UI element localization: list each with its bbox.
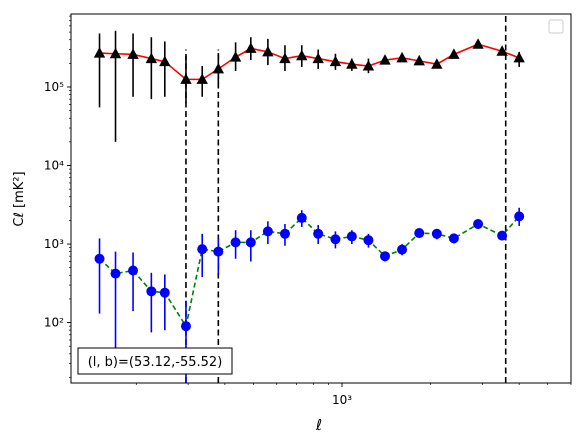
data-point-circle [197, 244, 208, 255]
data-point-circle [313, 228, 324, 239]
x-axis-label: ℓ [315, 416, 322, 434]
data-point-triangle [496, 45, 508, 56]
data-point-circle [110, 268, 121, 279]
data-point-triangle [362, 60, 375, 71]
data-point-triangle [472, 38, 484, 49]
data-point-circle [448, 233, 459, 244]
data-point-triangle [93, 47, 106, 58]
data-point-circle [94, 253, 105, 264]
data-point-triangle [379, 54, 391, 65]
data-point-circle [497, 230, 508, 241]
annotation-text: (l, b)=(53.12,-55.52) [88, 355, 223, 370]
data-point-triangle [312, 52, 324, 64]
data-point-triangle [431, 58, 443, 69]
annotation-box: (l, b)=(53.12,-55.52) [77, 347, 233, 375]
data-point-circle [230, 237, 241, 248]
y-tick-label: 10³ [44, 237, 64, 251]
data-point-circle [346, 231, 357, 242]
data-point-triangle [346, 58, 358, 69]
data-point-circle [180, 321, 191, 332]
data-point-circle [414, 228, 425, 239]
data-point-triangle [245, 42, 257, 53]
data-point-triangle [196, 73, 208, 84]
data-point-circle [146, 286, 157, 297]
data-point-triangle [229, 51, 242, 62]
data-point-triangle [513, 51, 525, 63]
data-point-triangle [262, 45, 274, 57]
data-point-triangle [109, 47, 122, 59]
data-point-triangle [279, 52, 291, 64]
plot-frame [70, 13, 572, 384]
data-point-triangle [396, 51, 408, 63]
data-point-circle [330, 234, 341, 245]
plot-area-background [71, 14, 571, 383]
data-point-triangle [127, 48, 139, 59]
y-tick-label: 10⁵ [44, 80, 64, 94]
data-point-circle [514, 211, 525, 222]
data-point-triangle [145, 52, 158, 64]
data-point-triangle [329, 55, 342, 67]
data-point-circle [379, 251, 390, 262]
data-point-circle [262, 226, 273, 237]
data-point-circle [159, 287, 170, 298]
data-point-triangle [296, 49, 308, 61]
data-point-triangle [212, 62, 225, 74]
data-point-triangle [448, 48, 460, 59]
data-point-circle [296, 212, 307, 223]
y-axis-label: Cℓ [mK²] [12, 171, 27, 226]
data-point-triangle [180, 73, 192, 84]
y-tick-label: 10⁴ [44, 159, 64, 173]
data-point-circle [128, 265, 139, 276]
data-point-triangle [413, 54, 425, 66]
data-point-circle [397, 244, 408, 255]
data-point-circle [245, 237, 256, 248]
data-point-circle [213, 246, 224, 257]
data-point-circle [431, 228, 442, 239]
data-point-triangle [159, 55, 171, 67]
data-point-circle [473, 218, 484, 229]
y-tick-label: 10² [44, 316, 64, 330]
data-point-circle [363, 235, 374, 246]
x-tick-label: 10³ [332, 393, 352, 407]
legend-box [548, 19, 564, 34]
data-point-circle [279, 228, 290, 239]
